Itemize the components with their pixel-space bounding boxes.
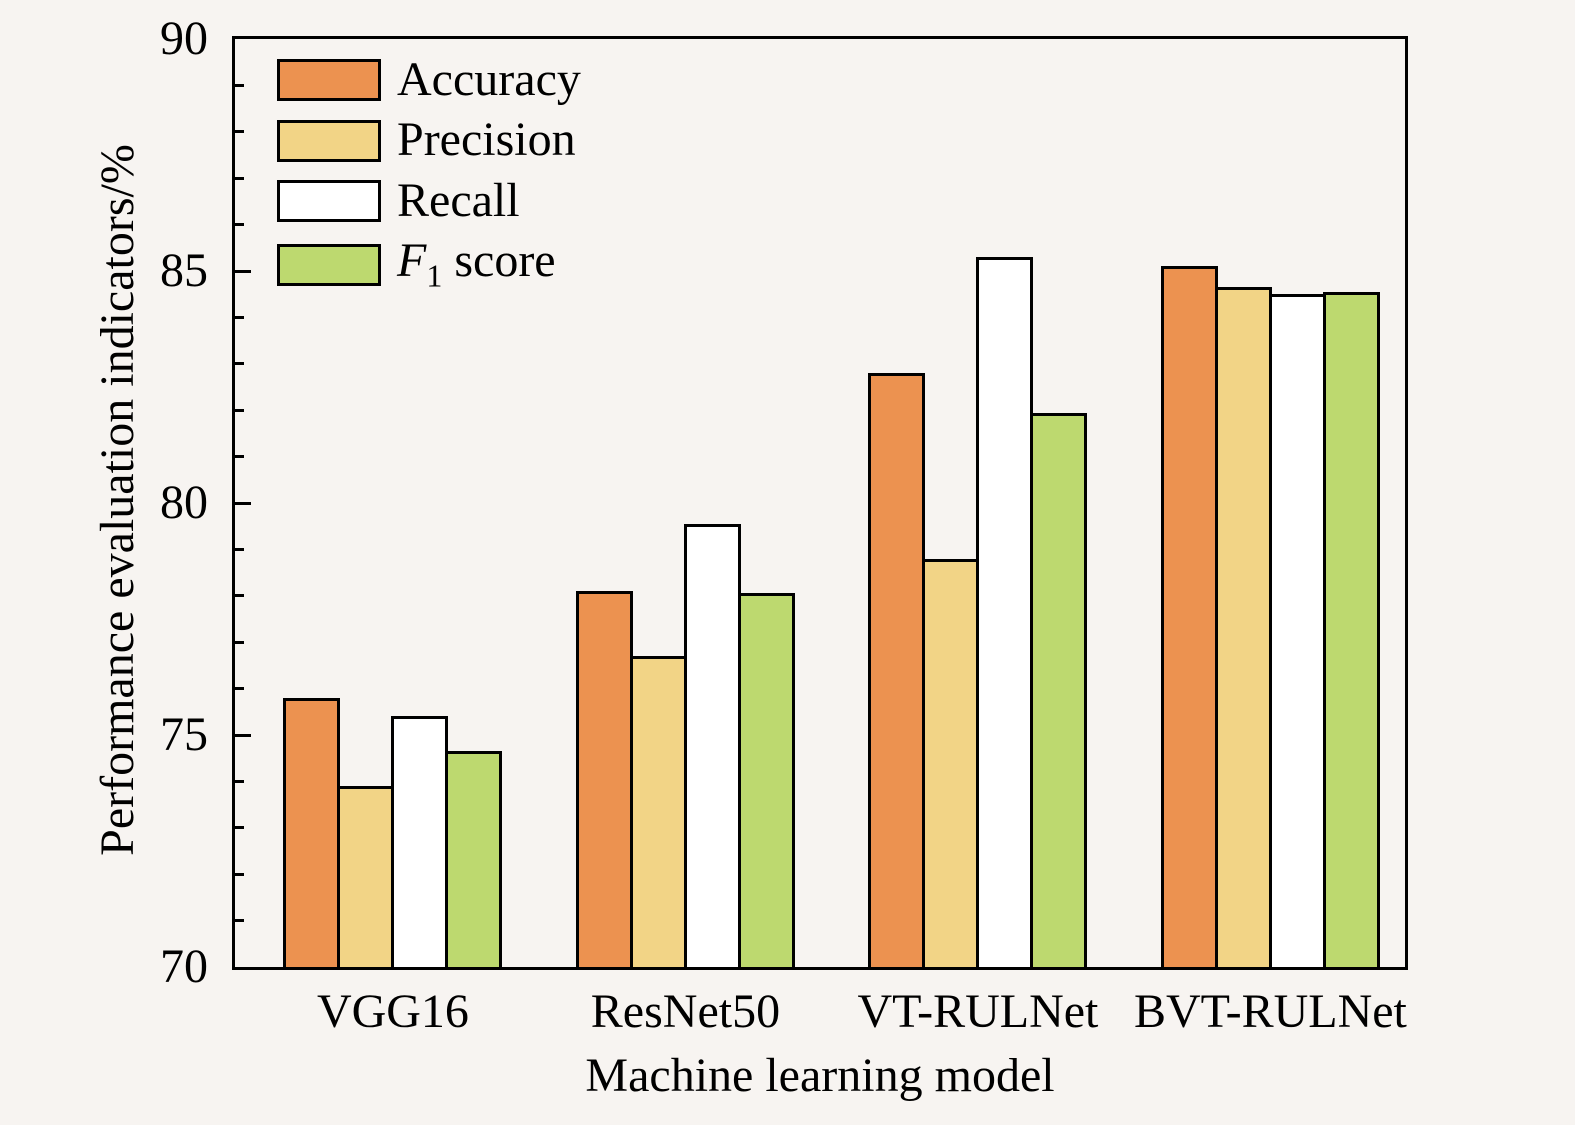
- bar: [868, 373, 926, 967]
- bars-layer: [235, 39, 1405, 967]
- y-minor-tick: [235, 83, 244, 87]
- plot-area: Accuracy Precision Recall F1 score: [232, 36, 1408, 970]
- x-category-label: ResNet50: [590, 985, 781, 1038]
- bar: [1160, 266, 1218, 967]
- bar: [1214, 287, 1272, 967]
- y-tick-label: 85: [160, 244, 208, 297]
- y-minor-tick: [235, 362, 244, 366]
- legend-entry: Recall: [277, 173, 581, 227]
- y-minor-tick: [235, 872, 244, 876]
- bar: [391, 716, 449, 967]
- y-minor-tick: [235, 779, 244, 783]
- bar-group: [868, 257, 1088, 967]
- legend-entry: F1 score: [277, 234, 581, 294]
- bar: [1268, 294, 1326, 967]
- y-major-tick: [235, 501, 251, 505]
- bar: [976, 257, 1034, 967]
- legend-label: Recall: [397, 173, 520, 227]
- y-minor-tick: [235, 408, 244, 412]
- y-minor-tick: [235, 594, 244, 598]
- y-tick-label: 70: [160, 940, 208, 993]
- y-tick-label: 90: [160, 12, 208, 65]
- bar: [629, 656, 687, 967]
- bar: [283, 698, 341, 967]
- y-major-tick: [235, 733, 251, 737]
- x-axis-title: Machine learning model: [585, 1049, 1055, 1102]
- x-category-label: VT-RULNet: [857, 985, 1099, 1038]
- bar-group: [1160, 266, 1380, 967]
- y-tick-label: 75: [160, 708, 208, 761]
- y-minor-tick: [235, 315, 244, 319]
- legend-swatch: [277, 59, 381, 102]
- y-minor-tick: [235, 826, 244, 830]
- y-minor-tick: [235, 176, 244, 180]
- legend-label: Accuracy: [397, 53, 581, 106]
- y-minor-tick: [235, 130, 244, 134]
- bar-group: [283, 698, 503, 967]
- bar: [445, 751, 503, 967]
- legend-swatch: [277, 179, 381, 222]
- legend: Accuracy Precision Recall F1 score: [277, 53, 581, 294]
- bar: [737, 593, 795, 967]
- bar: [1322, 292, 1380, 967]
- bar: [683, 524, 741, 967]
- legend-label: Precision: [397, 113, 576, 167]
- legend-entry: Precision: [277, 113, 581, 167]
- y-minor-tick: [235, 547, 244, 551]
- y-minor-tick: [235, 455, 244, 459]
- bar: [337, 786, 395, 967]
- y-minor-tick: [235, 919, 244, 923]
- legend-swatch: [277, 119, 381, 162]
- bar: [922, 559, 980, 967]
- legend-entry: Accuracy: [277, 53, 581, 106]
- y-major-tick: [235, 269, 251, 273]
- x-category-label: BVT-RULNet: [1133, 985, 1407, 1038]
- y-minor-tick: [235, 687, 244, 691]
- legend-swatch: [277, 243, 381, 286]
- y-minor-tick: [235, 640, 244, 644]
- bar-group: [575, 524, 795, 967]
- bar: [575, 591, 633, 967]
- legend-label: F1 score: [397, 234, 556, 294]
- y-minor-tick: [235, 223, 244, 227]
- x-category-label: VGG16: [316, 985, 469, 1038]
- y-tick-label: 80: [160, 476, 208, 529]
- bar: [1030, 413, 1088, 967]
